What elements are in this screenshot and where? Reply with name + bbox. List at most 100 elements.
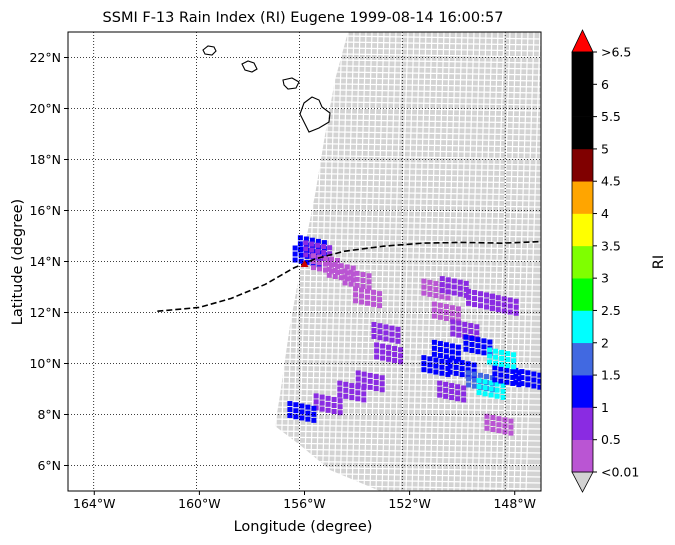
rain-cell: [496, 428, 502, 434]
rain-cell: [484, 419, 490, 425]
rain-cell: [484, 292, 490, 298]
rain-cell: [453, 370, 459, 376]
rain-cell: [427, 368, 433, 374]
rain-cell: [455, 344, 461, 350]
rain-cell: [299, 409, 305, 415]
rain-cell: [443, 354, 449, 360]
rain-cell: [507, 303, 513, 309]
rain-cell: [319, 400, 325, 406]
rain-cell: [447, 357, 453, 363]
rain-cell: [489, 293, 495, 299]
rain-cell: [392, 346, 398, 351]
rain-cell: [439, 364, 445, 370]
rain-cell: [443, 316, 449, 321]
colorbar-tick-label: 2.5: [601, 303, 621, 318]
rain-cell: [317, 266, 323, 272]
rain-cell: [361, 371, 367, 377]
swath-texture-line: [269, 70, 541, 76]
y-tick-label: 6°N: [37, 458, 61, 473]
rain-cell: [395, 338, 401, 344]
rain-cell: [443, 342, 449, 348]
rain-cell: [508, 430, 514, 436]
colorbar-segment: [572, 310, 593, 344]
rain-cell: [445, 283, 451, 289]
rain-cell: [449, 395, 455, 401]
rain-cell: [513, 304, 519, 310]
rain-cell: [371, 328, 377, 333]
rain-cell: [327, 245, 333, 251]
rain-cell: [392, 358, 398, 363]
rain-cell: [321, 244, 327, 249]
swath-texture-line: [269, 202, 541, 208]
rain-cell: [359, 293, 365, 299]
rain-cell: [319, 394, 325, 400]
rain-cell: [325, 395, 331, 401]
x-axis-label: Longitude (degree): [234, 519, 373, 535]
rain-cell: [377, 297, 383, 303]
rain-cell: [344, 264, 350, 270]
rain-cell: [298, 258, 304, 264]
swath-texture-line: [269, 106, 541, 112]
rain-cell: [373, 380, 379, 386]
island-hawaii: [299, 96, 331, 133]
rain-cell: [445, 295, 451, 301]
swath-texture-line: [269, 232, 541, 238]
rain-cell: [332, 268, 338, 273]
swath-texture-line: [269, 340, 541, 346]
rain-cell: [476, 378, 482, 384]
rain-cell: [463, 280, 469, 286]
rain-cell: [437, 380, 443, 386]
rain-cell: [309, 247, 315, 253]
rain-cell: [305, 404, 311, 410]
swath-texture-line: [269, 208, 541, 214]
rain-cell: [367, 378, 373, 384]
swath-texture-line: [269, 124, 541, 130]
swath-texture-line: [269, 154, 541, 160]
rain-cell: [490, 421, 496, 426]
rain-cell: [343, 387, 349, 393]
swath-texture-line: [269, 220, 541, 226]
rain-cell: [331, 409, 337, 414]
rain-cell: [303, 236, 309, 242]
rain-cell: [478, 297, 484, 303]
rain-cell: [371, 334, 377, 339]
rain-cell: [493, 360, 499, 366]
rain-cell: [439, 294, 445, 300]
colorbar-tick-label: 5.5: [601, 109, 621, 124]
rain-cell: [355, 390, 361, 396]
rain-cell: [489, 305, 495, 311]
rain-cell: [292, 245, 298, 251]
rain-cell: [439, 370, 445, 376]
rain-cell: [466, 288, 472, 294]
rain-cell: [342, 280, 348, 286]
colorbar-segment: [572, 245, 593, 279]
rain-cell: [371, 322, 377, 327]
swath-texture-line: [269, 40, 541, 46]
rain-cell: [371, 295, 377, 301]
rain-cell: [360, 284, 366, 290]
rain-cell: [380, 343, 386, 349]
rain-cell: [511, 364, 517, 370]
rain-cell: [450, 319, 456, 325]
colorbar-tick-label: <0.01: [601, 465, 639, 480]
swath-texture-line: [269, 328, 541, 334]
colorbar-over-arrow: [571, 29, 594, 53]
colorbar-segment: [572, 278, 593, 311]
rain-cell: [456, 326, 462, 332]
rain-cell: [299, 403, 305, 409]
colorbar-tick-label: 5: [601, 141, 609, 156]
swath-texture-line: [269, 64, 541, 70]
swath-texture-line: [269, 436, 541, 442]
rain-cell: [374, 348, 380, 354]
rain-cell: [365, 288, 371, 294]
rain-cell: [338, 263, 344, 269]
rain-cell: [348, 269, 354, 275]
rain-cell: [466, 300, 472, 306]
swath-texture-line: [269, 460, 541, 466]
rain-cell: [437, 392, 443, 398]
rain-cell: [500, 382, 506, 388]
rain-cell: [494, 381, 500, 387]
rain-cell: [317, 260, 323, 266]
storm-position-marker: [300, 260, 309, 268]
